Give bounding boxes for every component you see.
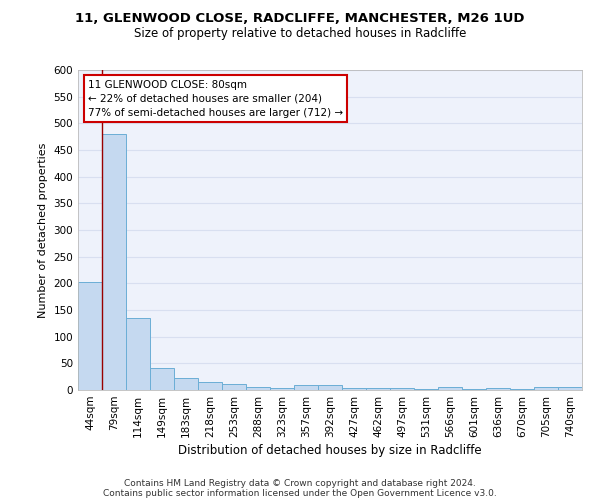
Bar: [126, 318, 150, 390]
Bar: [486, 388, 510, 390]
Y-axis label: Number of detached properties: Number of detached properties: [38, 142, 48, 318]
Text: Size of property relative to detached houses in Radcliffe: Size of property relative to detached ho…: [134, 28, 466, 40]
Bar: [534, 387, 558, 390]
X-axis label: Distribution of detached houses by size in Radcliffe: Distribution of detached houses by size …: [178, 444, 482, 457]
Bar: [342, 388, 366, 390]
Bar: [198, 382, 222, 390]
Bar: [246, 388, 270, 390]
Text: Contains public sector information licensed under the Open Government Licence v3: Contains public sector information licen…: [103, 488, 497, 498]
Bar: [150, 368, 174, 390]
Bar: [174, 378, 198, 390]
Bar: [390, 388, 414, 390]
Bar: [318, 384, 342, 390]
Bar: [270, 388, 294, 390]
Bar: [366, 388, 390, 390]
Text: Contains HM Land Registry data © Crown copyright and database right 2024.: Contains HM Land Registry data © Crown c…: [124, 478, 476, 488]
Bar: [222, 384, 246, 390]
Bar: [78, 282, 102, 390]
Bar: [558, 388, 582, 390]
Text: 11, GLENWOOD CLOSE, RADCLIFFE, MANCHESTER, M26 1UD: 11, GLENWOOD CLOSE, RADCLIFFE, MANCHESTE…: [75, 12, 525, 26]
Bar: [102, 134, 126, 390]
Text: 11 GLENWOOD CLOSE: 80sqm
← 22% of detached houses are smaller (204)
77% of semi-: 11 GLENWOOD CLOSE: 80sqm ← 22% of detach…: [88, 80, 343, 118]
Bar: [294, 384, 318, 390]
Bar: [438, 388, 462, 390]
